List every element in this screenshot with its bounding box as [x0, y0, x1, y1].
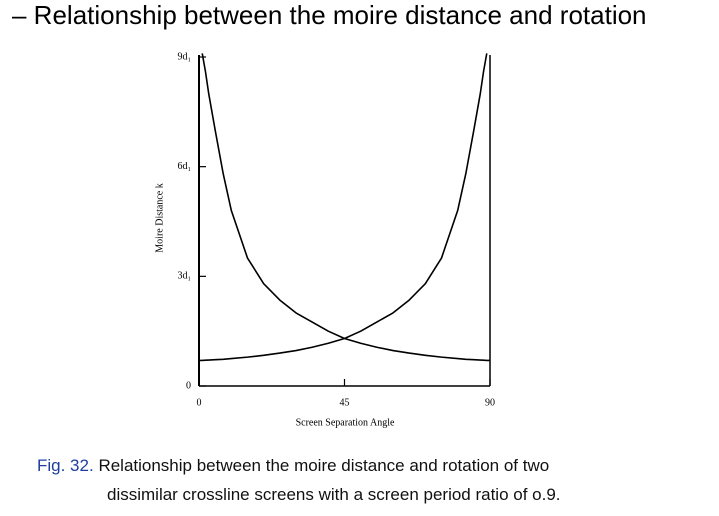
y-axis-label: Moire Distance k [154, 183, 165, 252]
y-tick-label: 6d₁ [178, 161, 192, 172]
caption-text: dissimilar crossline screens with a scre… [107, 485, 561, 504]
x-axis-label: Screen Separation Angle [296, 417, 395, 428]
x-tick-label: 0 [197, 397, 202, 408]
caption-text: Relationship between the moire distance … [98, 456, 550, 475]
x-tick-label: 45 [340, 397, 350, 408]
y-tick-label: 0 [186, 380, 191, 391]
x-tick-label: 90 [485, 397, 495, 408]
y-tick-label: 9d₁ [178, 51, 192, 62]
chart: Screen Separation Angle Moire Distance k… [154, 51, 495, 428]
caption-line: Fig. 32. Relationship between the moire … [37, 456, 549, 476]
figure-label: Fig. 32. [37, 456, 94, 475]
slide-heading: – Relationship between the moire distanc… [12, 0, 647, 30]
series-line [201, 53, 490, 362]
series-line [199, 53, 488, 362]
y-tick-label: 3d₁ [178, 271, 192, 282]
